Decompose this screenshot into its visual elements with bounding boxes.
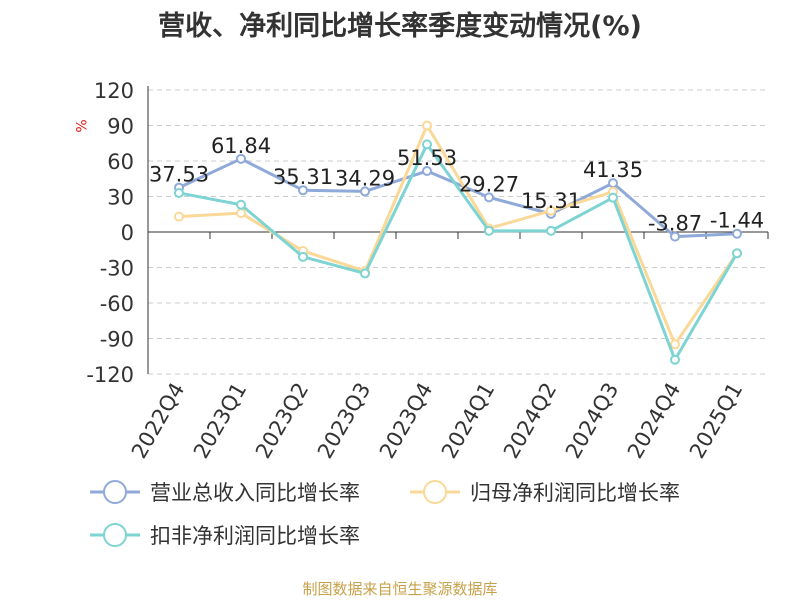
x-tick-label: 2024Q2 xyxy=(499,379,561,463)
x-tick-label: 2023Q1 xyxy=(189,379,251,463)
legend-marker xyxy=(103,523,127,547)
y-tick-label: 60 xyxy=(107,150,134,174)
y-tick-label: 90 xyxy=(107,115,134,139)
x-tick-label: 2023Q2 xyxy=(251,379,313,463)
y-tick-label: -60 xyxy=(100,292,134,316)
legend-label: 归母净利润同比增长率 xyxy=(470,481,680,505)
legend-marker xyxy=(423,480,447,504)
data-point xyxy=(360,186,370,197)
data-point xyxy=(360,268,370,279)
y-tick-label: -120 xyxy=(86,363,134,387)
data-point xyxy=(484,192,494,203)
data-point xyxy=(422,120,432,131)
x-tick-label: 2024Q3 xyxy=(561,379,623,463)
data-point xyxy=(236,153,246,164)
data-label: -1.44 xyxy=(710,209,764,233)
data-point xyxy=(484,225,494,236)
legend-marker xyxy=(103,480,127,504)
data-label: 37.53 xyxy=(149,163,209,187)
data-label: 51.53 xyxy=(397,146,457,170)
data-point xyxy=(546,205,556,216)
series-line-1 xyxy=(178,157,738,239)
data-point xyxy=(670,231,680,242)
data-point xyxy=(732,228,742,239)
data-label: 41.35 xyxy=(583,158,643,182)
x-tick-label: 2023Q4 xyxy=(375,379,437,463)
data-label: 29.27 xyxy=(459,172,519,196)
y-tick-label: 120 xyxy=(94,79,134,103)
data-label: 34.29 xyxy=(335,166,395,190)
x-tick-label: 2025Q1 xyxy=(685,379,747,463)
legend-label: 营业总收入同比增长率 xyxy=(150,481,360,505)
data-point xyxy=(236,208,246,219)
data-point xyxy=(236,199,246,210)
x-tick-label: 2024Q1 xyxy=(437,379,499,463)
y-tick-label: -30 xyxy=(100,257,134,281)
data-label: 15.31 xyxy=(521,189,581,213)
data-label: -3.87 xyxy=(648,212,702,236)
data-point xyxy=(732,248,742,259)
x-tick-label: 2023Q3 xyxy=(313,379,375,463)
y-tick-label: -90 xyxy=(100,328,134,352)
series-line-3 xyxy=(178,142,739,362)
data-point xyxy=(174,211,184,222)
data-label: 61.84 xyxy=(211,134,271,158)
x-tick-label: 2022Q4 xyxy=(127,379,189,463)
chart-title: 营收、净利同比增长率季度变动情况(%) xyxy=(158,11,642,42)
data-point xyxy=(422,166,432,177)
data-point xyxy=(422,139,432,150)
data-point xyxy=(546,225,556,236)
legend-label: 扣非净利润同比增长率 xyxy=(150,524,360,548)
data-point xyxy=(608,192,618,203)
data-label: 35.31 xyxy=(273,165,333,189)
data-point xyxy=(670,339,680,350)
data-point xyxy=(298,185,308,196)
x-tick-label: 2024Q4 xyxy=(623,379,685,463)
data-point xyxy=(670,354,680,365)
data-point xyxy=(298,251,308,262)
y-tick-label: 30 xyxy=(107,186,134,210)
data-source-note: 制图数据来自恒生聚源数据库 xyxy=(302,580,498,598)
y-tick-label: 0 xyxy=(121,221,134,245)
data-point xyxy=(174,187,184,198)
